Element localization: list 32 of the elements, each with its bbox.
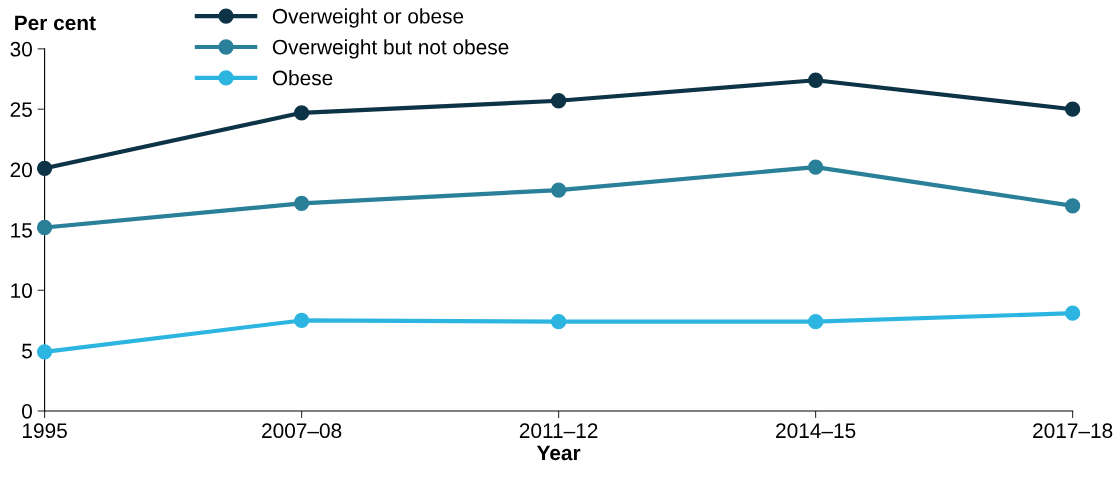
point <box>807 72 824 88</box>
point <box>36 219 53 236</box>
point <box>1064 198 1081 214</box>
point <box>550 93 567 109</box>
point <box>807 314 824 330</box>
x-axis-title: Year <box>536 445 581 461</box>
x-tick-label: 2011–12 <box>519 423 598 439</box>
y-tick-label: 20 <box>10 162 32 178</box>
y-tick-label: 30 <box>10 41 32 57</box>
y-tick-label: 5 <box>22 343 32 359</box>
point <box>36 344 53 360</box>
point <box>293 105 310 121</box>
legend-label: Obese <box>272 70 333 86</box>
point <box>550 182 567 198</box>
y-tick-label: 25 <box>10 102 32 117</box>
point <box>293 312 310 329</box>
point <box>36 160 53 176</box>
point <box>550 314 567 330</box>
legend-label: Overweight but not obese <box>272 39 509 59</box>
point <box>293 195 310 212</box>
point <box>807 159 824 175</box>
y-tick-label: 0 <box>22 403 32 419</box>
point <box>1064 305 1081 321</box>
y-axis-title: Per cent <box>15 15 96 31</box>
x-tick-label: 2014–15 <box>776 423 856 439</box>
x-tick-label: 2007–08 <box>262 423 342 439</box>
y-tick-label: 10 <box>11 283 32 299</box>
x-tick-label: 1995 <box>23 423 67 439</box>
point <box>1064 101 1081 117</box>
legend-label: Overweight or obese <box>272 8 464 28</box>
y-tick-label: 15 <box>11 223 32 238</box>
x-tick-label: 2017–18 <box>1033 423 1113 439</box>
